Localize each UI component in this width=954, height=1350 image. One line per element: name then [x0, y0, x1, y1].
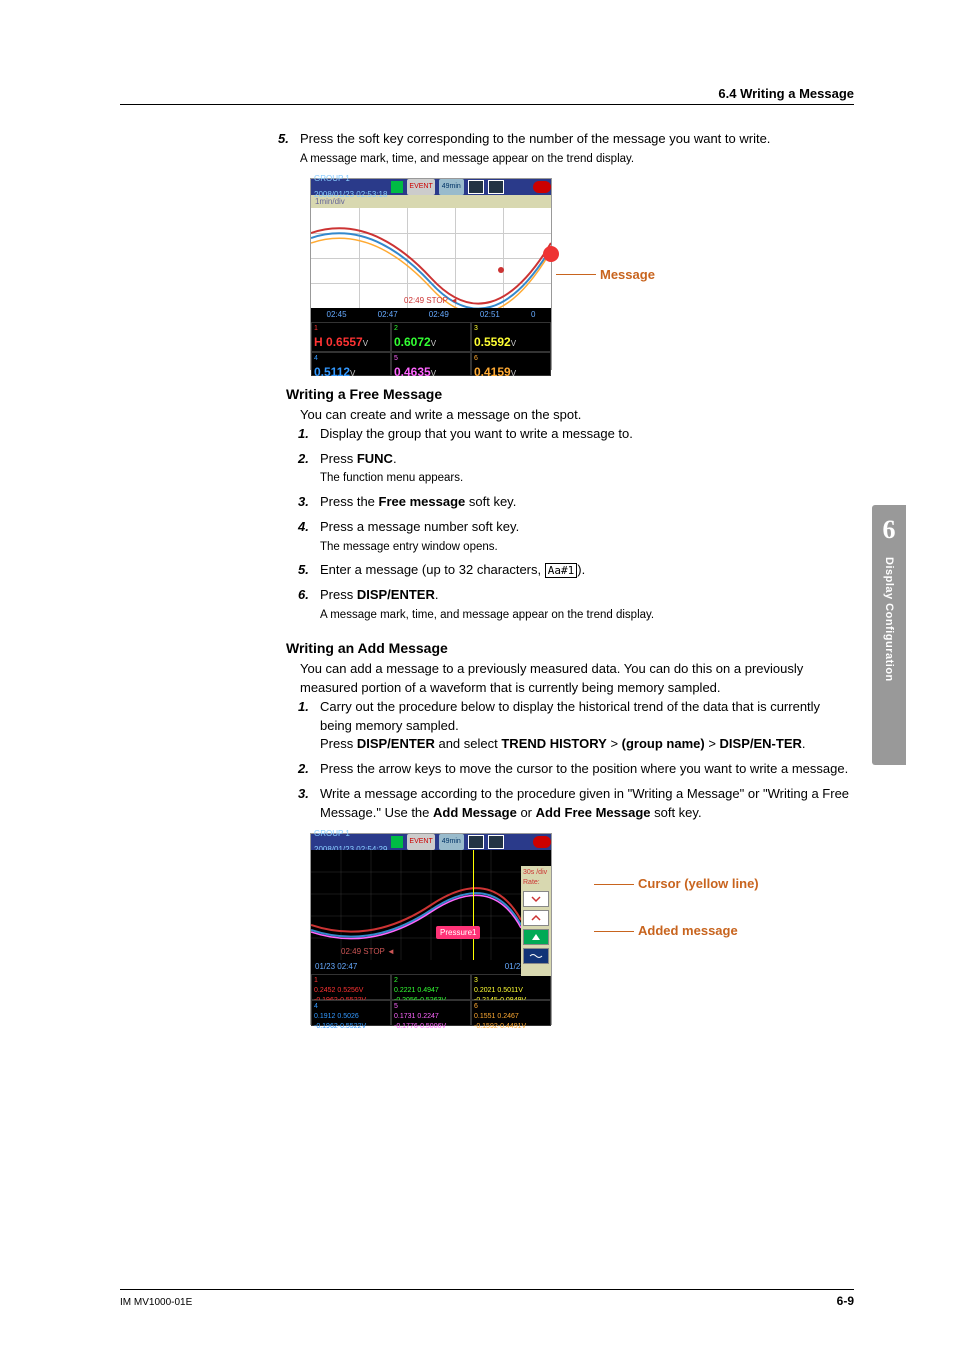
figure-2: GROUP 1 2008/01/23 02:54:29 EVENT 49min … — [300, 833, 854, 1025]
record-icon — [533, 181, 551, 193]
wave-button[interactable] — [523, 948, 549, 964]
event-badge: EVENT — [407, 179, 434, 195]
time-axis: 02:45 02:47 02:49 02:51 0 — [311, 308, 551, 322]
step-5: 5. Press the soft key corresponding to t… — [300, 130, 854, 168]
step-note: A message mark, time, and message appear… — [300, 151, 854, 168]
step-text: Press the soft key corresponding to the … — [300, 131, 770, 146]
keyboard-hint: Aa#1 — [545, 563, 578, 578]
trend-chart: GROUP 1 2008/01/23 02:53:18 EVENT 49min … — [310, 178, 552, 370]
add-heading: •Writing an Add Message — [286, 638, 854, 658]
footer-doc-id: IM MV1000-01E — [120, 1297, 192, 1308]
add-intro: You can add a message to a previously me… — [300, 660, 854, 698]
chart2-axis: 01/23 02:47 01/23 02:52 — [311, 960, 551, 974]
add-step-1: 1. Carry out the procedure below to disp… — [320, 698, 854, 755]
stop-label-2: 02:49 STOP ◄ — [341, 946, 395, 958]
chart2-curves — [311, 850, 521, 960]
play-up-button[interactable] — [523, 929, 549, 945]
chart2-header: GROUP 1 2008/01/23 02:54:29 EVENT 49min — [311, 834, 551, 850]
chapter-title: Display Configuration — [883, 557, 895, 682]
callout-line — [594, 884, 634, 885]
step-number: 5. — [278, 130, 289, 149]
message-tag: Pressure1 — [436, 926, 480, 940]
add-step-3: 3. Write a message according to the proc… — [320, 785, 854, 823]
grid-icon — [488, 835, 504, 849]
side-panel: 30s /div Rate: — [521, 866, 551, 976]
free-heading: •Writing a Free Message — [286, 384, 854, 404]
grid-icon — [488, 180, 504, 194]
chart-header: GROUP 1 2008/01/23 02:53:18 EVENT 49min — [311, 179, 551, 195]
callout-line — [594, 931, 634, 932]
footer-page: 6-9 — [837, 1294, 854, 1308]
free-step-1: 1. Display the group that you want to wr… — [320, 425, 854, 444]
free-step-2: 2. Press FUNC. The function menu appears… — [320, 450, 854, 488]
figure-1: GROUP 1 2008/01/23 02:53:18 EVENT 49min … — [300, 178, 854, 370]
camera-icon — [468, 180, 484, 194]
section-header: 6.4 Writing a Message — [718, 86, 854, 101]
header-rule — [120, 104, 854, 105]
cursor-callout: Cursor (yellow line) — [638, 875, 759, 894]
message-marker-icon — [543, 246, 559, 262]
added-msg-callout: Added message — [638, 922, 738, 941]
camera-icon — [468, 835, 484, 849]
chart-curves — [311, 208, 551, 308]
chapter-number: 6 — [883, 515, 896, 545]
chart2-values-2: 40.1912 0.5026-0.1962-0.5522V 50.1731 0.… — [311, 1000, 551, 1026]
free-step-6: 6. Press DISP/ENTER. A message mark, tim… — [320, 586, 854, 624]
free-intro: You can create and write a message on th… — [300, 406, 854, 425]
free-step-3: 3. Press the Free message soft key. — [320, 493, 854, 512]
record-icon — [533, 836, 551, 848]
free-step-5: 5. Enter a message (up to 32 characters,… — [320, 561, 854, 580]
rate-down-button[interactable] — [523, 891, 549, 907]
chart2-values-1: 10.2452 0.5256V-0.1962-0.5522V 20.2221 0… — [311, 974, 551, 1000]
history-chart: GROUP 1 2008/01/23 02:54:29 EVENT 49min … — [310, 833, 552, 1025]
value-row-1: 1H 0.6557V 20.6072V 30.5592V — [311, 322, 551, 352]
duration-badge: 49min — [439, 179, 464, 195]
chapter-tab: 6 Display Configuration — [872, 505, 906, 765]
stop-label: 02:49 STOP ◄ — [404, 295, 458, 307]
message-callout: Message — [600, 266, 655, 285]
chart-plot-area: 02:49 STOP ◄ — [311, 208, 551, 308]
free-step-4: 4. Press a message number soft key. The … — [320, 518, 854, 556]
cursor-line — [473, 850, 474, 960]
footer-rule — [120, 1289, 854, 1290]
chart2-plot: 30s /div Rate: — [311, 850, 551, 960]
add-step-2: 2. Press the arrow keys to move the curs… — [320, 760, 854, 779]
rate-up-button[interactable] — [523, 910, 549, 926]
callout-line — [556, 274, 596, 275]
